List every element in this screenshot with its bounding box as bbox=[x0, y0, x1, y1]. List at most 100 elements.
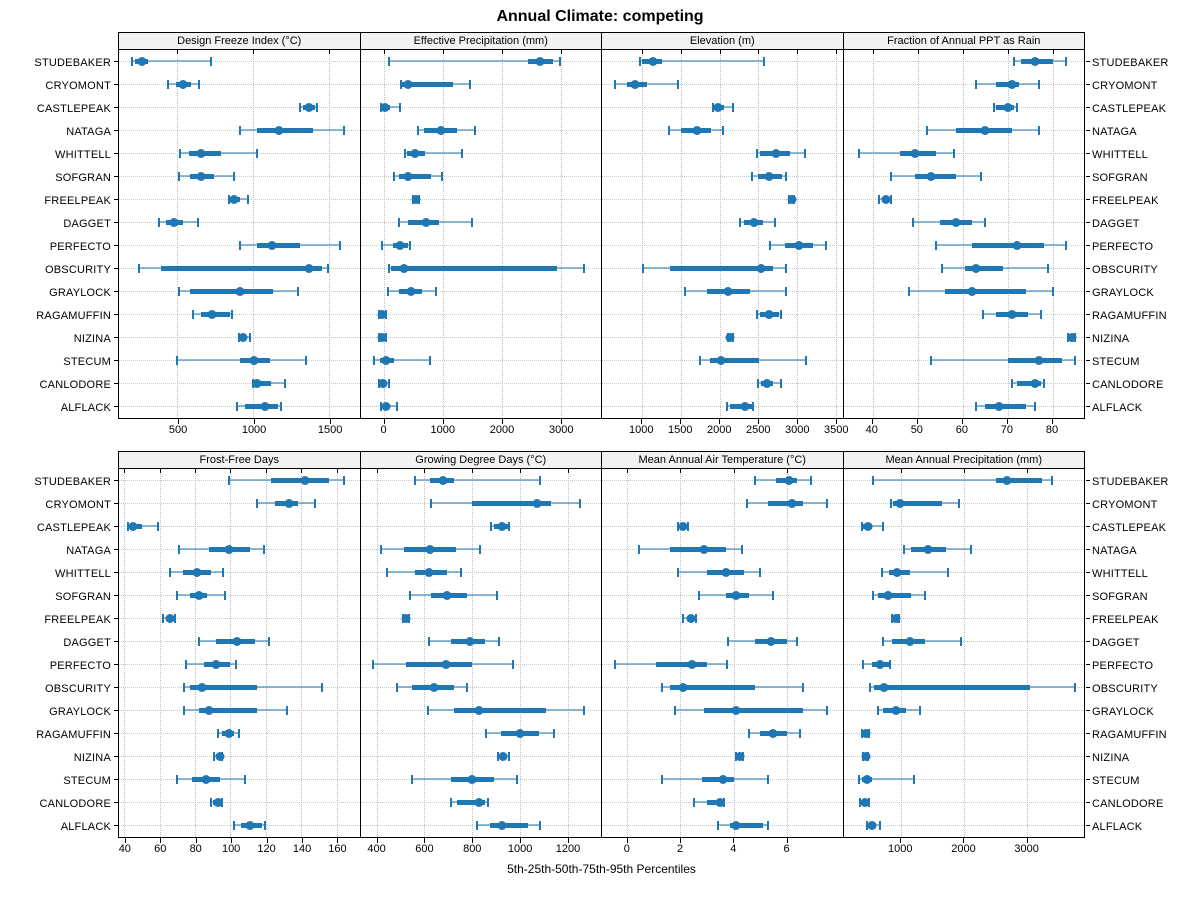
interquartile-bar bbox=[669, 547, 726, 552]
row-guide-line bbox=[119, 664, 360, 665]
whisker-cap-high bbox=[297, 287, 300, 296]
median-dot bbox=[861, 752, 871, 761]
whisker-cap-high bbox=[222, 568, 225, 577]
row-tick bbox=[113, 383, 118, 384]
tick-label: 40 bbox=[865, 424, 878, 436]
panel: Mean Annual Air Temperature (°C) bbox=[601, 452, 843, 837]
interquartile-bar bbox=[704, 708, 803, 713]
row-tick bbox=[113, 84, 118, 85]
header-spacer bbox=[1085, 32, 1200, 51]
row-guide-line bbox=[843, 383, 1084, 384]
whisker-cap-high bbox=[474, 126, 477, 135]
site-row bbox=[843, 73, 1090, 96]
whisker-line bbox=[131, 60, 211, 62]
panel-title: Elevation (m) bbox=[602, 33, 843, 50]
site-row bbox=[113, 372, 360, 395]
whisker-cap-low bbox=[684, 287, 687, 296]
median-dot bbox=[764, 310, 774, 319]
site-row bbox=[113, 722, 360, 745]
site-row bbox=[843, 469, 1090, 492]
interquartile-bar bbox=[198, 708, 257, 713]
vertical-gridline bbox=[519, 469, 521, 837]
axis-tick-top bbox=[265, 469, 267, 473]
median-dot bbox=[169, 218, 179, 227]
whisker-cap-high bbox=[825, 499, 828, 508]
site-row bbox=[602, 745, 843, 768]
panel: Elevation (m) bbox=[601, 33, 843, 418]
site-row bbox=[843, 515, 1090, 538]
tick-label: 2 bbox=[676, 843, 684, 855]
axis-tick-top bbox=[758, 50, 760, 54]
median-dot bbox=[128, 522, 138, 531]
median-dot bbox=[532, 499, 542, 508]
row-tick bbox=[113, 526, 118, 527]
site-label: FREELPEAK bbox=[1092, 194, 1159, 207]
axis-tick bbox=[786, 838, 788, 843]
median-dot bbox=[438, 476, 448, 485]
site-row bbox=[602, 515, 843, 538]
site-label: CASTLEPEAK bbox=[1092, 521, 1167, 534]
median-dot bbox=[883, 591, 893, 600]
axis-tick bbox=[1026, 838, 1028, 843]
site-row bbox=[602, 257, 843, 280]
whisker-cap-high bbox=[284, 379, 287, 388]
site-label: FREELPEAK bbox=[44, 194, 111, 207]
axis-tick-top bbox=[872, 50, 874, 54]
site-row bbox=[843, 561, 1090, 584]
site-label: CASTLEPEAK bbox=[36, 521, 111, 534]
tick-label: 2000 bbox=[951, 843, 976, 855]
median-dot bbox=[137, 57, 147, 66]
whisker-cap-low bbox=[1011, 379, 1014, 388]
whisker-cap-low bbox=[490, 522, 493, 531]
median-dot bbox=[784, 476, 794, 485]
whisker-cap-low bbox=[209, 798, 212, 807]
row-guide-line bbox=[119, 526, 360, 527]
interquartile-bar bbox=[656, 662, 707, 667]
median-dot bbox=[762, 379, 772, 388]
row-tick bbox=[1085, 291, 1090, 292]
whisker-cap-low bbox=[179, 149, 182, 158]
interquartile-bar bbox=[964, 266, 1004, 271]
axis-tick bbox=[124, 838, 126, 843]
site-row bbox=[360, 768, 601, 791]
median-dot bbox=[1030, 57, 1040, 66]
site-row bbox=[360, 119, 601, 142]
site-row bbox=[843, 653, 1090, 676]
vertical-gridline bbox=[962, 50, 964, 418]
whisker-cap-high bbox=[263, 821, 266, 830]
median-dot bbox=[465, 637, 475, 646]
median-dot bbox=[735, 752, 745, 761]
median-dot bbox=[267, 241, 277, 250]
vertical-gridline bbox=[917, 50, 919, 418]
median-dot bbox=[905, 637, 915, 646]
row-tick bbox=[113, 503, 118, 504]
site-row bbox=[360, 630, 601, 653]
axis-tick bbox=[160, 838, 162, 843]
site-row bbox=[113, 280, 360, 303]
whisker-cap-low bbox=[197, 637, 200, 646]
axis-tick bbox=[383, 419, 385, 424]
site-label: ALFLACK bbox=[60, 820, 111, 833]
site-label: NATAGA bbox=[66, 544, 111, 557]
panel: Mean Annual Precipitation (mm) bbox=[842, 452, 1090, 837]
axis-tick bbox=[1051, 419, 1053, 424]
interquartile-bar bbox=[189, 685, 257, 690]
whisker-cap-high bbox=[1040, 310, 1043, 319]
site-label: SOFGRAN bbox=[55, 171, 111, 184]
row-tick bbox=[113, 107, 118, 108]
row-guide-line bbox=[119, 572, 360, 573]
axes-top: 500 1000 1500 0 1000 2000 3000 1000 1500 2000 2500… bbox=[118, 419, 1085, 439]
median-dot bbox=[395, 241, 405, 250]
tick-label: 50 bbox=[910, 424, 923, 436]
site-row bbox=[113, 607, 360, 630]
whisker-cap-high bbox=[801, 683, 804, 692]
whisker-cap-low bbox=[255, 499, 258, 508]
vertical-gridline bbox=[901, 469, 903, 837]
whisker-cap-high bbox=[338, 241, 341, 250]
whisker-line bbox=[414, 479, 541, 481]
whisker-cap-low bbox=[857, 775, 860, 784]
whisker-cap-high bbox=[695, 614, 698, 623]
interquartile-bar bbox=[399, 174, 432, 179]
row-guide-line bbox=[602, 337, 843, 338]
whisker-cap-high bbox=[984, 218, 987, 227]
